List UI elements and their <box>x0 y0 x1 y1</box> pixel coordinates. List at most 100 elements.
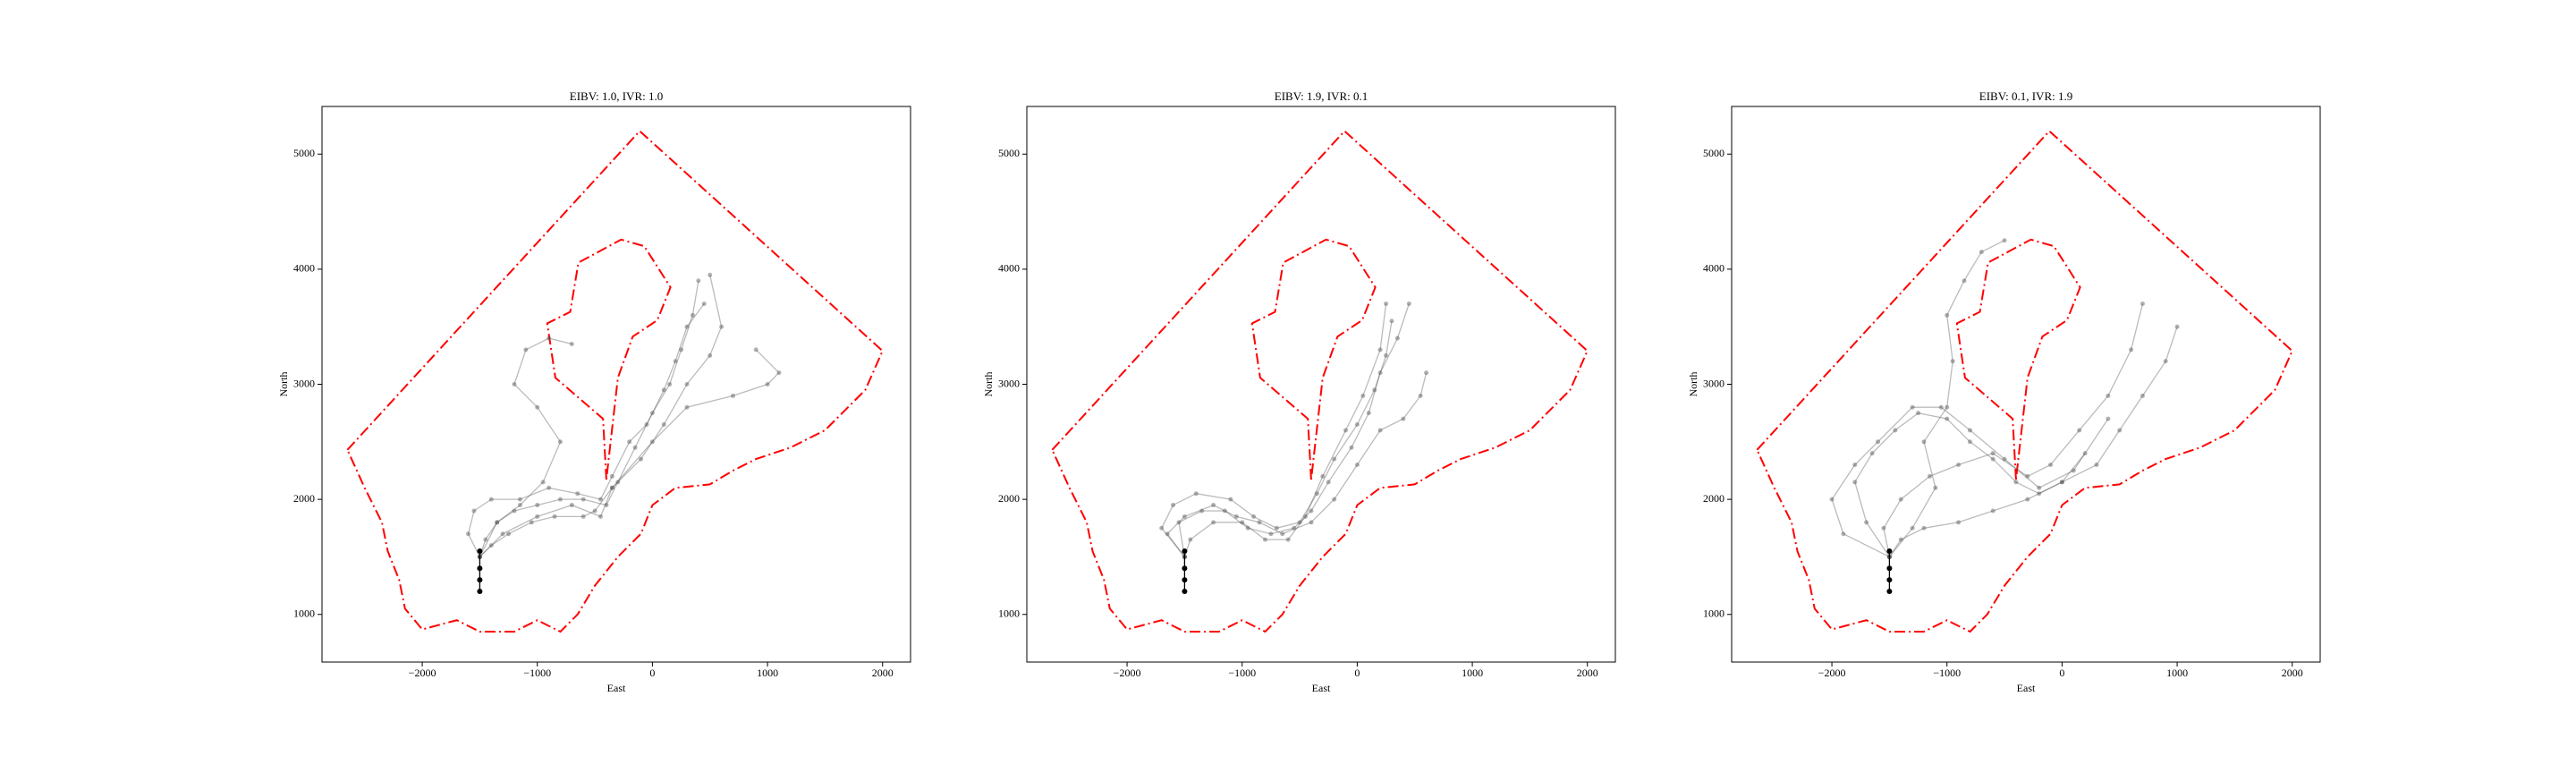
waypoint <box>1927 473 1932 479</box>
waypoint <box>708 272 713 277</box>
x-tick-label: −2000 <box>409 667 436 679</box>
waypoint <box>1326 480 1331 485</box>
boundary <box>546 238 672 480</box>
waypoint <box>1332 456 1337 462</box>
y-tick-label: 5000 <box>293 147 315 159</box>
waypoint <box>1360 393 1366 398</box>
waypoint <box>2025 497 2030 502</box>
trajectory <box>1888 240 2005 557</box>
x-tick-label: 2000 <box>2282 667 2303 679</box>
y-tick-label: 3000 <box>293 377 315 389</box>
waypoint <box>477 565 483 572</box>
y-tick-label: 1000 <box>293 607 315 619</box>
waypoint <box>1377 428 1383 433</box>
waypoint <box>1945 404 1950 410</box>
waypoint <box>604 503 609 508</box>
waypoint <box>1182 514 1187 519</box>
waypoint <box>1886 577 1893 583</box>
trajectory <box>1183 303 1387 557</box>
waypoint <box>1979 250 1984 255</box>
waypoint <box>1211 503 1216 508</box>
waypoint <box>506 531 512 537</box>
waypoint <box>1990 451 1996 456</box>
waypoint <box>2013 480 2019 485</box>
y-tick-label: 5000 <box>1703 147 1724 159</box>
waypoint <box>609 485 614 490</box>
x-tick-label: −1000 <box>1933 667 1961 679</box>
waypoint <box>1898 497 1903 502</box>
waypoint <box>684 382 690 386</box>
waypoint <box>639 456 644 462</box>
waypoint <box>1182 565 1188 572</box>
waypoint <box>1841 531 1846 537</box>
waypoint <box>2174 324 2180 329</box>
waypoint <box>1233 514 1239 519</box>
y-tick-label: 2000 <box>293 492 315 505</box>
waypoint <box>1211 520 1216 525</box>
waypoint <box>1394 336 1400 341</box>
waypoint <box>1297 520 1302 525</box>
waypoint <box>1829 497 1835 502</box>
y-tick-label: 4000 <box>998 262 1020 275</box>
waypoint <box>1945 416 1950 421</box>
waypoint <box>2077 428 2082 433</box>
waypoint <box>1332 497 1337 502</box>
boundary <box>1250 238 1377 480</box>
waypoint <box>1354 463 1360 468</box>
waypoint <box>2071 468 2076 473</box>
x-tick-label: −1000 <box>1228 667 1256 679</box>
waypoint <box>1910 525 1915 531</box>
waypoint <box>1377 347 1383 353</box>
waypoint <box>2037 485 2042 490</box>
waypoint <box>1193 491 1199 497</box>
y-tick-label: 1000 <box>998 607 1020 619</box>
waypoint <box>2106 416 2111 421</box>
waypoint <box>2059 480 2064 485</box>
x-tick-label: 0 <box>1354 667 1360 679</box>
waypoint <box>2094 463 2099 468</box>
waypoint <box>529 520 534 525</box>
waypoint <box>1921 439 1927 445</box>
waypoint <box>500 531 505 537</box>
waypoint <box>1349 445 1354 450</box>
waypoint <box>776 370 782 376</box>
waypoint <box>557 497 563 502</box>
trajectory <box>1883 303 2144 557</box>
waypoint <box>1921 525 1927 531</box>
waypoint <box>557 439 563 445</box>
trajectory <box>1178 303 1410 557</box>
waypoint <box>615 480 621 485</box>
x-tick-label: 0 <box>649 667 655 679</box>
waypoint <box>1274 525 1279 531</box>
waypoint <box>488 543 494 548</box>
waypoint <box>477 589 483 595</box>
waypoint <box>580 514 586 519</box>
y-axis-label: North <box>277 372 290 397</box>
chart-title: EIBV: 1.0, IVR: 1.0 <box>570 89 663 103</box>
x-axis-label: East <box>1312 682 1331 694</box>
waypoint <box>2129 347 2134 353</box>
x-tick-label: 2000 <box>872 667 894 679</box>
waypoint <box>1384 301 1389 306</box>
waypoint <box>2106 393 2111 398</box>
waypoint <box>1950 359 1955 364</box>
y-tick-label: 3000 <box>998 377 1020 389</box>
y-axis-label: North <box>1687 372 1699 397</box>
trajectory <box>479 337 572 557</box>
waypoint <box>483 537 488 542</box>
boundary <box>346 130 884 633</box>
waypoint <box>1990 456 1996 462</box>
waypoint <box>609 485 614 490</box>
waypoint <box>1309 520 1314 525</box>
waypoint <box>1967 428 1972 433</box>
waypoint <box>1280 531 1285 537</box>
waypoint <box>1384 353 1389 358</box>
x-axis-label: East <box>2017 682 2036 694</box>
y-tick-label: 4000 <box>1703 262 1724 275</box>
trajectory <box>1166 372 1428 557</box>
waypoint <box>2059 480 2064 485</box>
waypoint <box>609 473 614 479</box>
waypoint <box>644 422 649 428</box>
waypoint <box>512 508 517 514</box>
waypoint <box>535 503 540 508</box>
